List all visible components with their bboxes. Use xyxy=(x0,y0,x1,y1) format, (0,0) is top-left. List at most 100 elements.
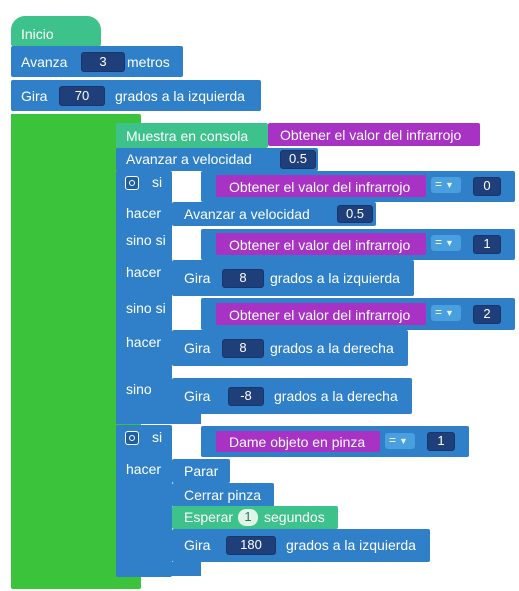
consola-block[interactable]: Muestra en consola xyxy=(116,123,268,148)
esperar-block[interactable]: Esperar 1 segundos xyxy=(172,506,338,529)
if2-cond-sensor-label: Dame objeto en pinza xyxy=(229,434,366,450)
if-block[interactable] xyxy=(116,171,172,419)
else-label: sino xyxy=(126,381,152,397)
do1-velocidad-block[interactable]: Avanzar a velocidad 0.5 xyxy=(172,202,376,226)
else-gira-block[interactable]: Gira -8 grados a la derecha xyxy=(172,378,412,414)
consola-sensor-block[interactable]: Obtener el valor del infrarrojo xyxy=(268,123,480,146)
cond3-value: 2 xyxy=(483,306,491,321)
else-direction: grados a la derecha xyxy=(274,388,398,404)
gear-icon[interactable] xyxy=(125,176,139,190)
do3-gira-label: Gira xyxy=(184,340,211,356)
if2-block[interactable] xyxy=(116,425,172,577)
velocidad-block[interactable]: Avanzar a velocidad 0.5 xyxy=(116,148,318,171)
gira-block[interactable]: Gira 70 grados a la izquierda xyxy=(11,80,261,111)
cond2-compare-block[interactable]: Obtener el valor del infrarrojo = ▼ 1 xyxy=(201,229,515,260)
elseif1-label: sino si xyxy=(126,232,166,248)
velocidad-value-input[interactable]: 0.5 xyxy=(280,150,316,169)
gira-label: Gira xyxy=(21,88,48,104)
cond1-value: 0 xyxy=(483,178,491,193)
dropdown-arrow-icon: ▼ xyxy=(399,436,408,446)
do1-value-input[interactable]: 0.5 xyxy=(337,205,373,223)
do2-direction: grados a la izquierda xyxy=(270,270,400,286)
if2-gira-value: 180 xyxy=(240,537,262,552)
cond2-sensor-block[interactable]: Obtener el valor del infrarrojo xyxy=(216,233,426,255)
consola-sensor-label: Obtener el valor del infrarrojo xyxy=(280,127,462,143)
esperar-unit: segundos xyxy=(264,509,325,525)
cond1-value-input[interactable]: 0 xyxy=(473,177,501,196)
dropdown-arrow-icon: ▼ xyxy=(445,180,454,190)
velocidad-value: 0.5 xyxy=(288,151,308,166)
parar-label: Parar xyxy=(184,463,219,479)
cond1-sensor-label: Obtener el valor del infrarrojo xyxy=(229,179,411,195)
do3-direction: grados a la derecha xyxy=(270,340,394,356)
cond2-operator-dropdown[interactable]: = ▼ xyxy=(431,235,461,251)
gira-value: 70 xyxy=(74,88,90,103)
avanza-label: Avanza xyxy=(21,54,68,70)
velocidad-label: Avanzar a velocidad xyxy=(126,151,252,167)
cond2-value-input[interactable]: 1 xyxy=(473,235,501,254)
consola-label: Muestra en consola xyxy=(126,128,249,144)
else-gira-label: Gira xyxy=(184,388,211,404)
else-value-input[interactable]: -8 xyxy=(228,387,264,406)
if2-operator: = xyxy=(389,433,397,447)
esperar-value: 1 xyxy=(244,509,252,524)
cond3-value-input[interactable]: 2 xyxy=(473,305,501,324)
if2-value-input[interactable]: 1 xyxy=(427,432,455,451)
if2-gira-direction: grados a la izquierda xyxy=(286,537,416,553)
esperar-value-input[interactable]: 1 xyxy=(238,509,258,526)
if2-cond-sensor-block[interactable]: Dame objeto en pinza xyxy=(216,431,380,452)
loop-top-arm xyxy=(11,114,119,148)
if2-si-label: si xyxy=(152,429,163,445)
parar-block[interactable]: Parar xyxy=(172,459,230,483)
avanza-block[interactable]: Avanza 3 metros xyxy=(11,46,183,77)
if2-operator-dropdown[interactable]: = ▼ xyxy=(385,433,415,449)
cond1-sensor-block[interactable]: Obtener el valor del infrarrojo xyxy=(216,175,426,197)
esperar-label: Esperar xyxy=(184,509,234,525)
do2-gira-label: Gira xyxy=(184,270,211,286)
avanza-value: 3 xyxy=(99,54,107,69)
start-block[interactable]: Inicio xyxy=(11,16,101,46)
cerrar-pinza-block[interactable]: Cerrar pinza xyxy=(172,483,274,507)
if-bottom-arm xyxy=(116,412,201,424)
if2-value: 1 xyxy=(437,433,445,448)
cond1-operator: = xyxy=(435,177,443,191)
do1-value: 0.5 xyxy=(345,206,365,221)
do3-value: 8 xyxy=(239,340,247,355)
if2-gira-value-input[interactable]: 180 xyxy=(226,536,276,555)
cond1-operator-dropdown[interactable]: = ▼ xyxy=(431,177,461,193)
gira-direction: grados a la izquierda xyxy=(115,88,245,104)
gear-icon[interactable] xyxy=(125,431,139,445)
avanza-unit: metros xyxy=(127,54,170,70)
cond3-compare-block[interactable]: Obtener el valor del infrarrojo = ▼ 2 xyxy=(201,298,515,330)
cond1-compare-block[interactable]: Obtener el valor del infrarrojo = ▼ 0 xyxy=(201,171,515,202)
cond3-sensor-label: Obtener el valor del infrarrojo xyxy=(229,307,411,323)
gira-value-input[interactable]: 70 xyxy=(59,86,105,106)
if-do1-label: hacer xyxy=(126,205,162,221)
do2-value: 8 xyxy=(239,270,247,285)
if2-bottom-arm xyxy=(116,562,201,576)
elseif2-label: sino si xyxy=(126,300,166,316)
cerrar-pinza-label: Cerrar pinza xyxy=(184,487,262,503)
if2-gira-block[interactable]: Gira 180 grados a la izquierda xyxy=(172,529,430,562)
dropdown-arrow-icon: ▼ xyxy=(445,308,454,318)
avanza-value-input[interactable]: 3 xyxy=(81,52,125,72)
else-value: -8 xyxy=(240,388,252,403)
cond3-operator: = xyxy=(435,305,443,319)
cond2-sensor-label: Obtener el valor del infrarrojo xyxy=(229,237,411,253)
do3-gira-block[interactable]: Gira 8 grados a la derecha xyxy=(172,330,408,366)
do3-value-input[interactable]: 8 xyxy=(222,339,264,358)
if-do2-label: hacer xyxy=(126,264,162,280)
if-do3-label: hacer xyxy=(126,334,162,350)
cond2-operator: = xyxy=(435,235,443,249)
do2-gira-block[interactable]: Gira 8 grados a la izquierda xyxy=(172,260,414,296)
cond3-sensor-block[interactable]: Obtener el valor del infrarrojo xyxy=(216,303,426,325)
do2-value-input[interactable]: 8 xyxy=(222,269,264,288)
if-si-label: si xyxy=(152,174,163,190)
start-label: Inicio xyxy=(21,26,54,42)
if2-gira-label: Gira xyxy=(184,537,211,553)
cond3-operator-dropdown[interactable]: = ▼ xyxy=(431,305,461,321)
if2-cond-compare-block[interactable]: Dame objeto en pinza = ▼ 1 xyxy=(201,426,469,457)
if2-do-label: hacer xyxy=(126,461,162,477)
dropdown-arrow-icon: ▼ xyxy=(445,238,454,248)
cond2-value: 1 xyxy=(483,236,491,251)
